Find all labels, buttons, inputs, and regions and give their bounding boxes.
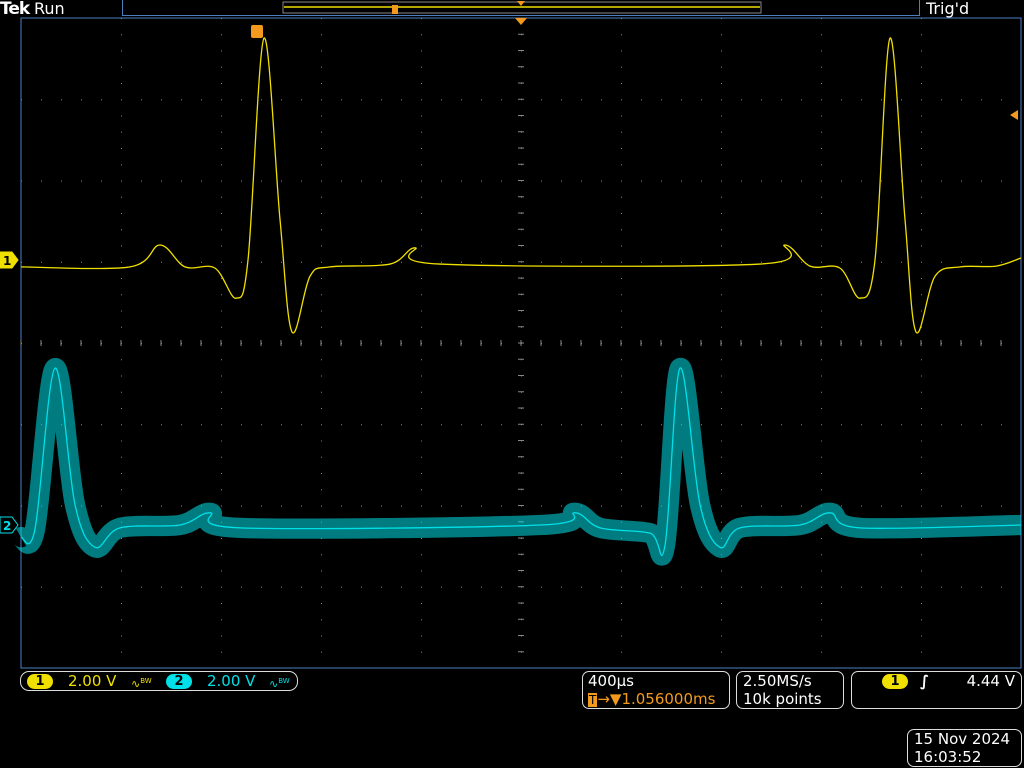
trigger-settings[interactable]: 1 ∫ 4.44 V <box>851 671 1022 709</box>
record-length: 10k points <box>743 690 822 708</box>
acquisition-settings[interactable]: 2.50MS/s 10k points <box>736 671 844 709</box>
bandwidth-limit-icon: ∿BW <box>131 677 152 691</box>
trigger-point-marker <box>251 25 263 38</box>
record-view[interactable] <box>122 0 920 16</box>
date: 15 Nov 2024 <box>914 730 1011 748</box>
horizontal-scale: 400µs <box>588 672 634 690</box>
record-trigger-marker <box>392 5 398 14</box>
trigger-source: 1 <box>882 674 908 689</box>
ch2-bw-label: BW <box>278 677 290 685</box>
trigger-state: Trig'd <box>926 0 970 18</box>
trigger-level: 4.44 V <box>966 672 1015 690</box>
sample-rate: 2.50MS/s <box>743 672 812 690</box>
date-time: 15 Nov 2024 16:03:52 <box>907 729 1022 767</box>
channel-settings[interactable]: 1 2.00 V ∿BW 2 2.00 V ∿BW <box>20 671 298 691</box>
time: 16:03:52 <box>914 748 982 766</box>
ch1-scale[interactable]: 2.00 V <box>68 672 117 690</box>
ch2-marker-label: 2 <box>3 519 11 533</box>
ch2-badge[interactable]: 2 <box>166 674 192 689</box>
timebase-settings[interactable]: 400µs T→▼1.056000ms <box>582 671 730 709</box>
ch2-noise-envelope <box>10 358 1022 566</box>
ch2-waveform <box>20 367 1022 556</box>
ch1-badge[interactable]: 1 <box>27 674 53 689</box>
brand-logo: Tek <box>0 0 30 19</box>
horizontal-position: →▼1.056000ms <box>597 690 716 708</box>
trigger-marker-icon: T <box>588 693 598 707</box>
ch2-ground-marker <box>0 516 19 534</box>
graticule-center-ticks <box>20 17 1002 653</box>
trigger-position-marker <box>515 18 527 25</box>
trigger-level-marker <box>1010 110 1018 120</box>
rising-edge-icon: ∫ <box>920 672 930 690</box>
acquisition-state[interactable]: Run <box>34 0 65 18</box>
ch1-marker-label: 1 <box>3 254 11 268</box>
ch1-bw-label: BW <box>140 677 152 685</box>
ch2-scale[interactable]: 2.00 V <box>207 672 256 690</box>
record-center-marker <box>517 1 525 6</box>
ch1-ground-marker <box>0 251 19 269</box>
ch1-waveform <box>20 37 1022 334</box>
bandwidth-limit-icon: ∿BW <box>269 677 290 691</box>
graticule-dots <box>21 18 1002 653</box>
